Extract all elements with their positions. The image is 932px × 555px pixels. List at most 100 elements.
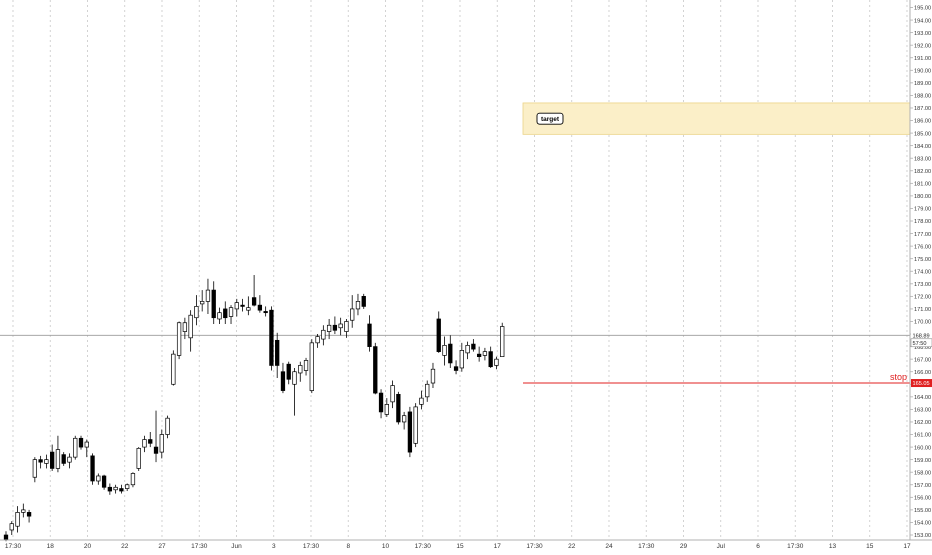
candle-body [407, 411, 413, 453]
time-tick-label: 17:30 [526, 543, 543, 550]
price-tick-label: 155.00 [914, 508, 931, 514]
candle-body [344, 321, 349, 332]
time-tick-label: 17 [494, 543, 502, 550]
candle-body [292, 371, 297, 385]
candle-body [113, 486, 118, 491]
price-axis[interactable]: 153.00 154.00 155.00 156.00 157.00 158.00 159.… [909, 0, 931, 540]
candle-body [119, 488, 124, 492]
price-tick-label: 193.00 [914, 31, 931, 37]
candle-body [413, 406, 418, 444]
candle-body [171, 353, 176, 385]
price-tick-label: 156.00 [914, 496, 931, 502]
candle-body [32, 459, 37, 478]
time-tick-label: 29 [680, 543, 688, 550]
candle-body [280, 371, 286, 391]
candle-body [471, 343, 476, 350]
candle-body [286, 363, 291, 380]
candle-body [448, 343, 453, 364]
candle-body [234, 302, 239, 310]
time-tick-label: 22 [568, 543, 576, 550]
candle-body [309, 342, 314, 391]
candle-body [211, 289, 216, 319]
time-tick-label: 18 [47, 543, 55, 550]
candle-body [442, 345, 447, 356]
target-label-box [536, 112, 564, 125]
candle-body [430, 368, 436, 384]
candle-body [401, 415, 407, 423]
grid-layer [12, 0, 908, 540]
price-tick-label: 159.00 [914, 458, 931, 464]
candle-body [223, 308, 228, 319]
countdown-tag-bg [910, 338, 932, 348]
price-tick-label: 190.00 [914, 68, 931, 74]
price-tick-label: 154.00 [914, 521, 931, 527]
candle-body [246, 307, 251, 311]
time-tick-label: Jul [717, 543, 726, 550]
price-tick-label: 177.00 [914, 232, 931, 238]
candle-body [315, 336, 320, 344]
candle-body [355, 301, 361, 310]
current-price-tag: 168.89 [913, 334, 930, 340]
candle-body [465, 345, 470, 354]
candle-body [482, 351, 488, 356]
candle-body [165, 417, 170, 435]
candle-body [263, 311, 268, 314]
time-tick-label: 3 [272, 543, 276, 550]
candle-body [90, 455, 95, 482]
time-tick-label: 22 [121, 543, 129, 550]
time-tick-label: 20 [84, 543, 92, 550]
price-tick-label: 179.00 [914, 207, 931, 213]
candle-body [142, 439, 147, 448]
candle-body [251, 297, 257, 306]
candle-body [350, 308, 355, 321]
candle-body [182, 322, 188, 332]
time-tick-label: 8 [346, 543, 350, 550]
target-zone [522, 102, 911, 135]
candle-body [84, 441, 89, 448]
candle-body [55, 449, 61, 469]
candle-body [3, 534, 9, 541]
stop-label: stop [890, 372, 907, 382]
candle-body [153, 446, 159, 454]
time-axis[interactable]: 17:30 18 20 22 27 17:30 Jun 3 17:30 8 10 17:30 15 17 1… [0, 539, 932, 550]
price-tick-label: 182.00 [914, 169, 931, 175]
time-tick-label: 17:30 [415, 543, 432, 550]
candle-body [96, 475, 101, 482]
candle-body [200, 301, 205, 305]
time-tick-label: 17:30 [638, 543, 655, 550]
candle-body [130, 473, 136, 486]
candle-body [205, 289, 211, 302]
time-tick-label: 17:30 [787, 543, 804, 550]
candle-body [303, 360, 309, 371]
price-tick-label: 171.00 [914, 307, 931, 313]
price-tick-label: 172.00 [914, 295, 931, 301]
price-tick-label: 180.00 [914, 194, 931, 200]
candle-body [15, 512, 20, 527]
target-label: target [541, 116, 560, 123]
price-tick-label: 160.00 [914, 445, 931, 451]
price-tick-label: 186.00 [914, 119, 931, 125]
candle-body [148, 439, 153, 444]
price-tick-label: 185.00 [914, 131, 931, 137]
price-tick-label: 173.00 [914, 282, 931, 288]
time-tick-label: Jun [231, 543, 242, 550]
candle-body [101, 475, 107, 488]
price-tick-label: 164.00 [914, 395, 931, 401]
candle-body [159, 434, 164, 453]
stop-price-tag-bg [911, 379, 932, 388]
candle-body [367, 323, 372, 347]
candle-body [44, 459, 49, 464]
price-tick-label: 167.00 [914, 357, 931, 363]
price-tick-label: 168.00 [914, 345, 931, 351]
candle-body [61, 454, 66, 464]
countdown-tag: 57:50 [913, 341, 927, 347]
candle-body [240, 304, 245, 307]
price-tick-label: 194.00 [914, 18, 931, 24]
time-tick-label: 17 [903, 543, 911, 550]
time-tick-label: 17:30 [303, 543, 320, 550]
candle-body [326, 324, 332, 332]
candle-body [425, 383, 430, 398]
